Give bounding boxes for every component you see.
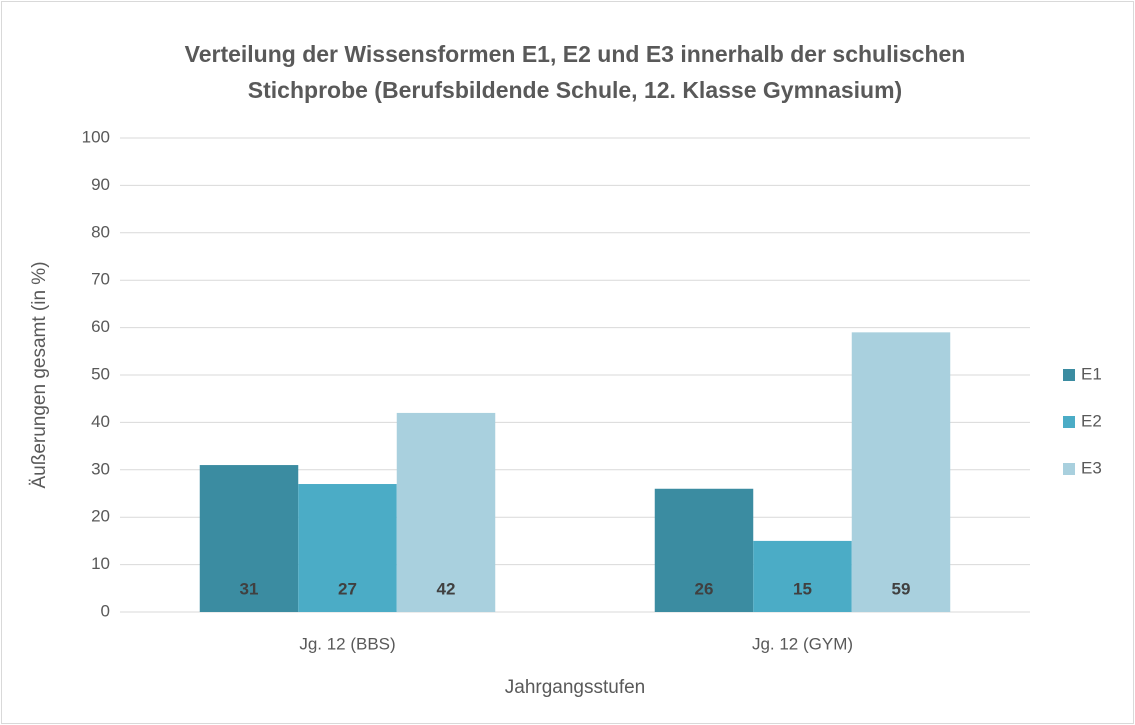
y-tick-label: 0 bbox=[101, 601, 110, 620]
data-label: 26 bbox=[695, 579, 714, 598]
data-label: 31 bbox=[240, 579, 259, 598]
legend-swatch bbox=[1063, 369, 1075, 381]
bar bbox=[199, 465, 299, 612]
legend-label: E3 bbox=[1081, 458, 1102, 477]
x-axis-label: Jahrgangsstufen bbox=[505, 677, 646, 698]
y-axis-label: Äußerungen gesamt (in %) bbox=[29, 261, 50, 488]
bar bbox=[396, 412, 496, 612]
y-tick-label: 90 bbox=[91, 175, 110, 194]
chart-title: Stichprobe (Berufsbildende Schule, 12. K… bbox=[248, 77, 902, 103]
y-tick-label: 10 bbox=[91, 554, 110, 573]
y-tick-label: 30 bbox=[91, 459, 110, 478]
y-tick-label: 20 bbox=[91, 507, 110, 526]
y-tick-label: 100 bbox=[82, 127, 110, 146]
legend-swatch bbox=[1063, 416, 1075, 428]
y-tick-label: 80 bbox=[91, 222, 110, 241]
y-tick-label: 60 bbox=[91, 317, 110, 336]
y-tick-label: 70 bbox=[91, 270, 110, 289]
legend-swatch bbox=[1063, 463, 1075, 475]
chart-title: Verteilung der Wissensformen E1, E2 und … bbox=[185, 41, 966, 67]
legend-label: E1 bbox=[1081, 364, 1102, 383]
x-tick-label: Jg. 12 (BBS) bbox=[299, 634, 395, 653]
x-tick-label: Jg. 12 (GYM) bbox=[752, 634, 853, 653]
data-label: 15 bbox=[793, 579, 812, 598]
bar bbox=[753, 540, 852, 612]
data-label: 27 bbox=[338, 579, 357, 598]
data-label: 42 bbox=[437, 579, 456, 598]
y-tick-label: 40 bbox=[91, 412, 110, 431]
bar bbox=[654, 488, 754, 612]
data-label: 59 bbox=[892, 579, 911, 598]
y-tick-label: 50 bbox=[91, 364, 110, 383]
bar bbox=[851, 332, 951, 612]
legend-label: E2 bbox=[1081, 411, 1102, 430]
bar bbox=[298, 484, 397, 612]
